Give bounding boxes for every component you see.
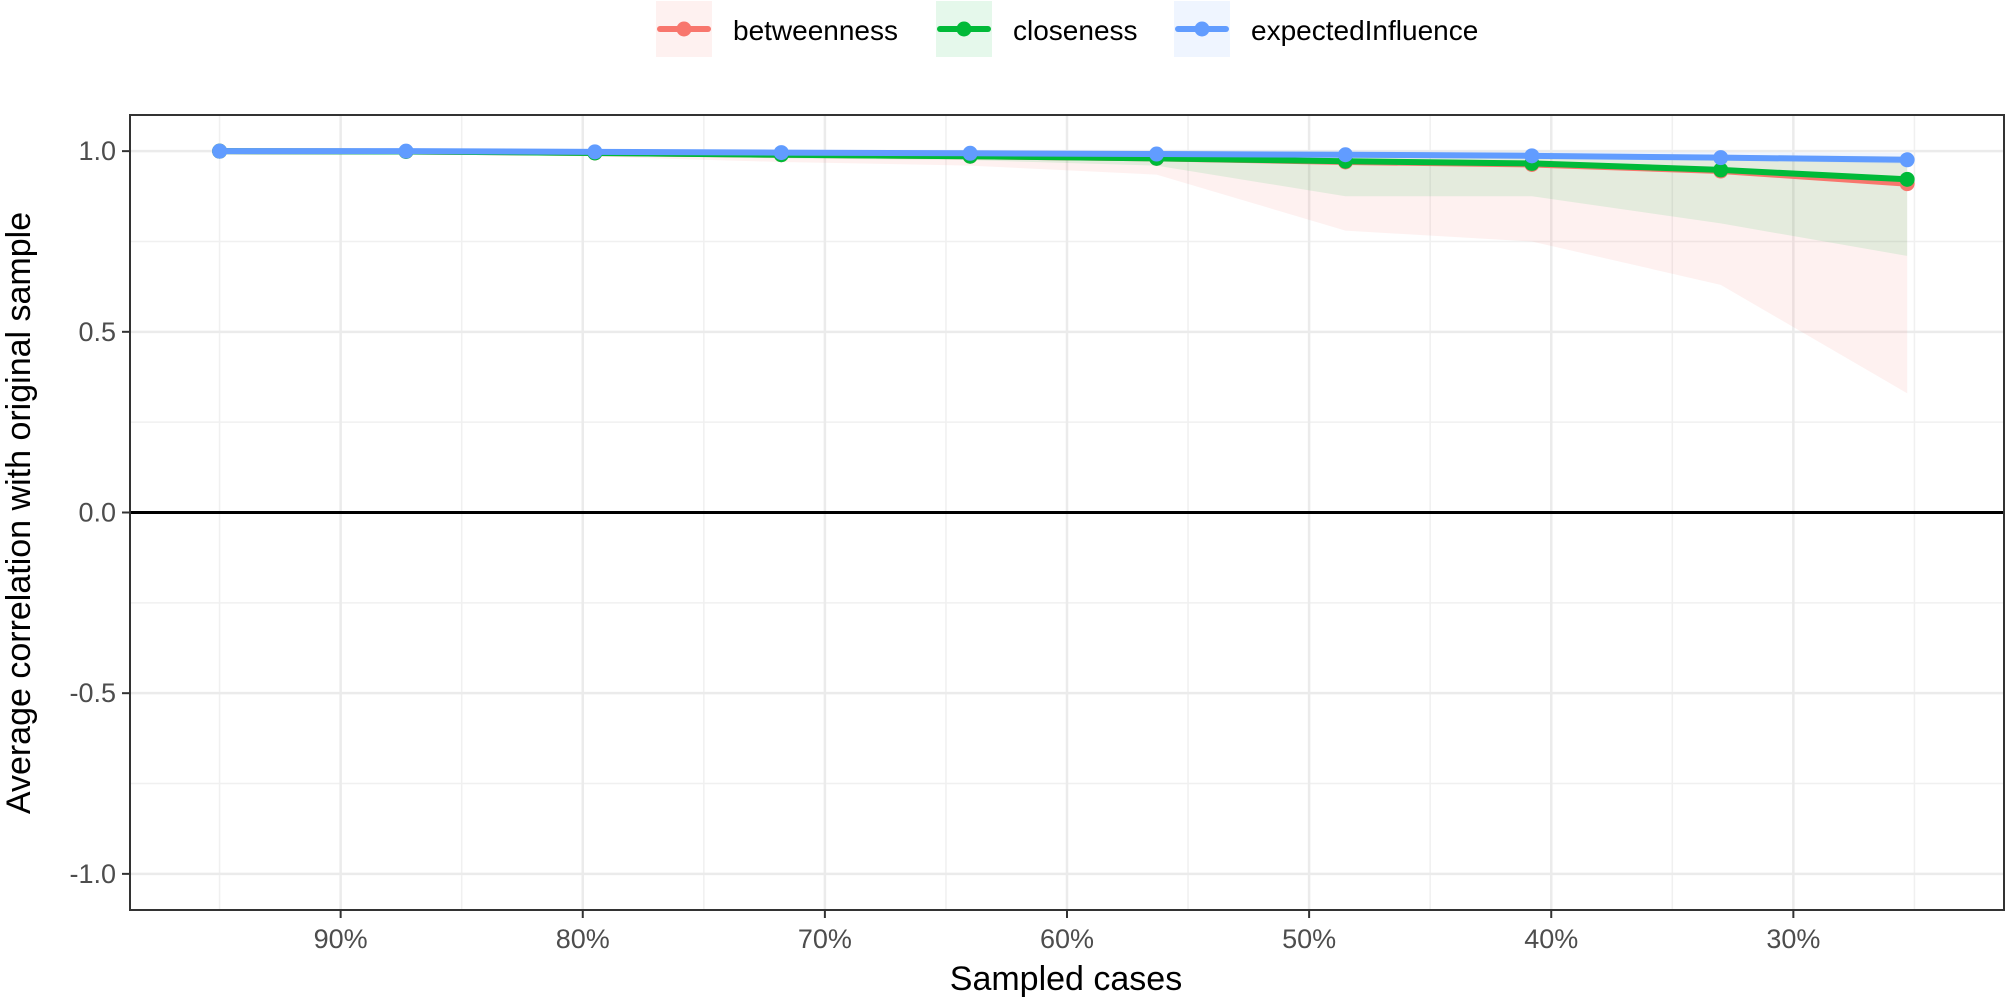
y-tick-label: 1.0	[78, 136, 116, 166]
x-tick-label: 30%	[1766, 924, 1820, 954]
ribbon-closeness	[219, 151, 1908, 256]
y-axis: 1.0 0.5 0.0 -0.5 -1.0	[69, 136, 130, 889]
legend-item-closeness: closeness	[936, 1, 1138, 57]
x-axis: 90% 80% 70% 60% 50% 40% 30%	[314, 910, 1820, 954]
data-point-expectedInfluence	[212, 143, 228, 159]
data-point-expectedInfluence	[587, 144, 603, 160]
data-point-expectedInfluence	[962, 145, 978, 161]
y-axis-title: Average correlation with original sample	[0, 212, 38, 814]
x-tick-label: 50%	[1282, 924, 1336, 954]
legend-key-point	[956, 21, 972, 37]
y-tick-label: -1.0	[69, 859, 116, 889]
data-point-expectedInfluence	[1149, 146, 1165, 162]
legend-label: expectedInfluence	[1251, 15, 1478, 46]
data-point-closeness	[1899, 171, 1915, 187]
ribbon-betweenness	[219, 151, 1908, 394]
data-point-expectedInfluence	[1713, 150, 1729, 166]
x-tick-label: 90%	[314, 924, 368, 954]
x-tick-label: 40%	[1524, 924, 1578, 954]
data-point-expectedInfluence	[398, 143, 414, 159]
legend-label: betweenness	[733, 15, 898, 46]
y-tick-label: 0.5	[78, 317, 116, 347]
legend-item-expectedInfluence: expectedInfluence	[1174, 1, 1478, 57]
x-tick-label: 60%	[1040, 924, 1094, 954]
x-axis-title: Sampled cases	[950, 960, 1182, 998]
plot-area	[129, 114, 2005, 911]
legend-key-point	[1194, 21, 1210, 37]
y-tick-label: 0.0	[78, 498, 116, 528]
data-point-expectedInfluence	[1337, 147, 1353, 163]
x-tick-label: 80%	[556, 924, 610, 954]
data-point-expectedInfluence	[1899, 152, 1915, 168]
data-point-closeness	[1713, 162, 1729, 178]
y-tick-label: -0.5	[69, 678, 116, 708]
data-point-expectedInfluence	[773, 145, 789, 161]
legend-label: closeness	[1013, 15, 1138, 46]
data-point-expectedInfluence	[1524, 148, 1540, 164]
legend-item-betweenness: betweenness	[656, 1, 898, 57]
series-line-expectedInfluence	[216, 148, 1911, 163]
legend: betweenness closeness expectedInfluence	[656, 1, 1478, 57]
legend-key-point	[676, 21, 692, 37]
x-tick-label: 70%	[798, 924, 852, 954]
